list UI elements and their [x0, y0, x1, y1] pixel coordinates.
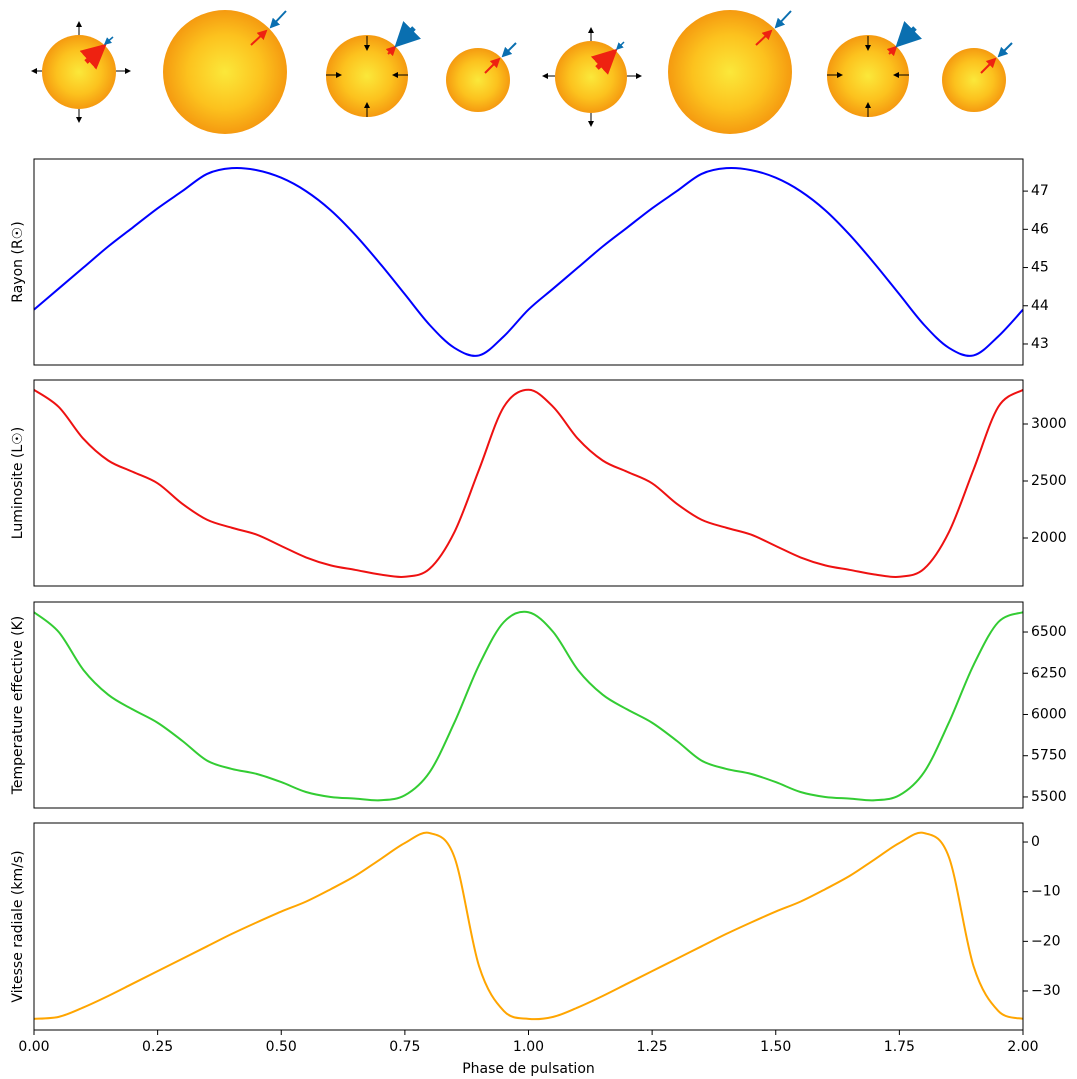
y-tick-label: 47 — [1031, 183, 1049, 199]
data-line — [33, 388, 1024, 578]
y-tick-label: 44 — [1031, 298, 1049, 314]
plot-frame — [33, 158, 1024, 366]
y-axis-label: Vitesse radiale (km/s) — [10, 850, 26, 1002]
x-tick-label: 0.00 — [18, 1039, 49, 1055]
star-row — [31, 10, 1013, 134]
y-tick-label: 46 — [1031, 221, 1049, 237]
y-tick-label: 6500 — [1031, 624, 1067, 640]
x-tick-label: 0.25 — [142, 1039, 173, 1055]
x-tick-label: 1.25 — [637, 1039, 668, 1055]
x-tick-label: 2.00 — [1007, 1039, 1038, 1055]
x-tick-label: 0.50 — [266, 1039, 297, 1055]
x-axis-label: Phase de pulsation — [462, 1061, 595, 1077]
x-tick-label: 0.75 — [389, 1039, 420, 1055]
y-axis-label: Rayon (R☉) — [10, 221, 26, 302]
y-tick-label: 43 — [1031, 336, 1049, 352]
y-tick-label: 2500 — [1031, 473, 1067, 489]
y-tick-label: 6250 — [1031, 665, 1067, 681]
y-tick-label: 2000 — [1031, 530, 1067, 546]
y-tick-label: 5500 — [1031, 789, 1067, 805]
data-line — [33, 831, 1024, 1021]
y-tick-label: −20 — [1031, 933, 1061, 949]
y-tick-label: −30 — [1031, 983, 1061, 999]
plot-frame — [33, 601, 1024, 809]
plot-frame — [33, 822, 1024, 1031]
x-tick-label: 1.75 — [884, 1039, 915, 1055]
data-line — [33, 610, 1024, 802]
x-tick-label: 1.50 — [760, 1039, 791, 1055]
y-tick-label: 6000 — [1031, 706, 1067, 722]
y-tick-label: 45 — [1031, 260, 1049, 276]
y-tick-label: 0 — [1031, 834, 1040, 850]
y-tick-label: 3000 — [1031, 416, 1067, 432]
y-axis-label: Luminosite (L☉) — [10, 427, 26, 539]
data-line — [33, 166, 1024, 357]
y-tick-label: −10 — [1031, 884, 1061, 900]
y-tick-label: 5750 — [1031, 748, 1067, 764]
x-tick-label: 1.00 — [513, 1039, 544, 1055]
y-axis-label: Temperature effective (K) — [10, 616, 26, 796]
plot-frame — [33, 379, 1024, 587]
